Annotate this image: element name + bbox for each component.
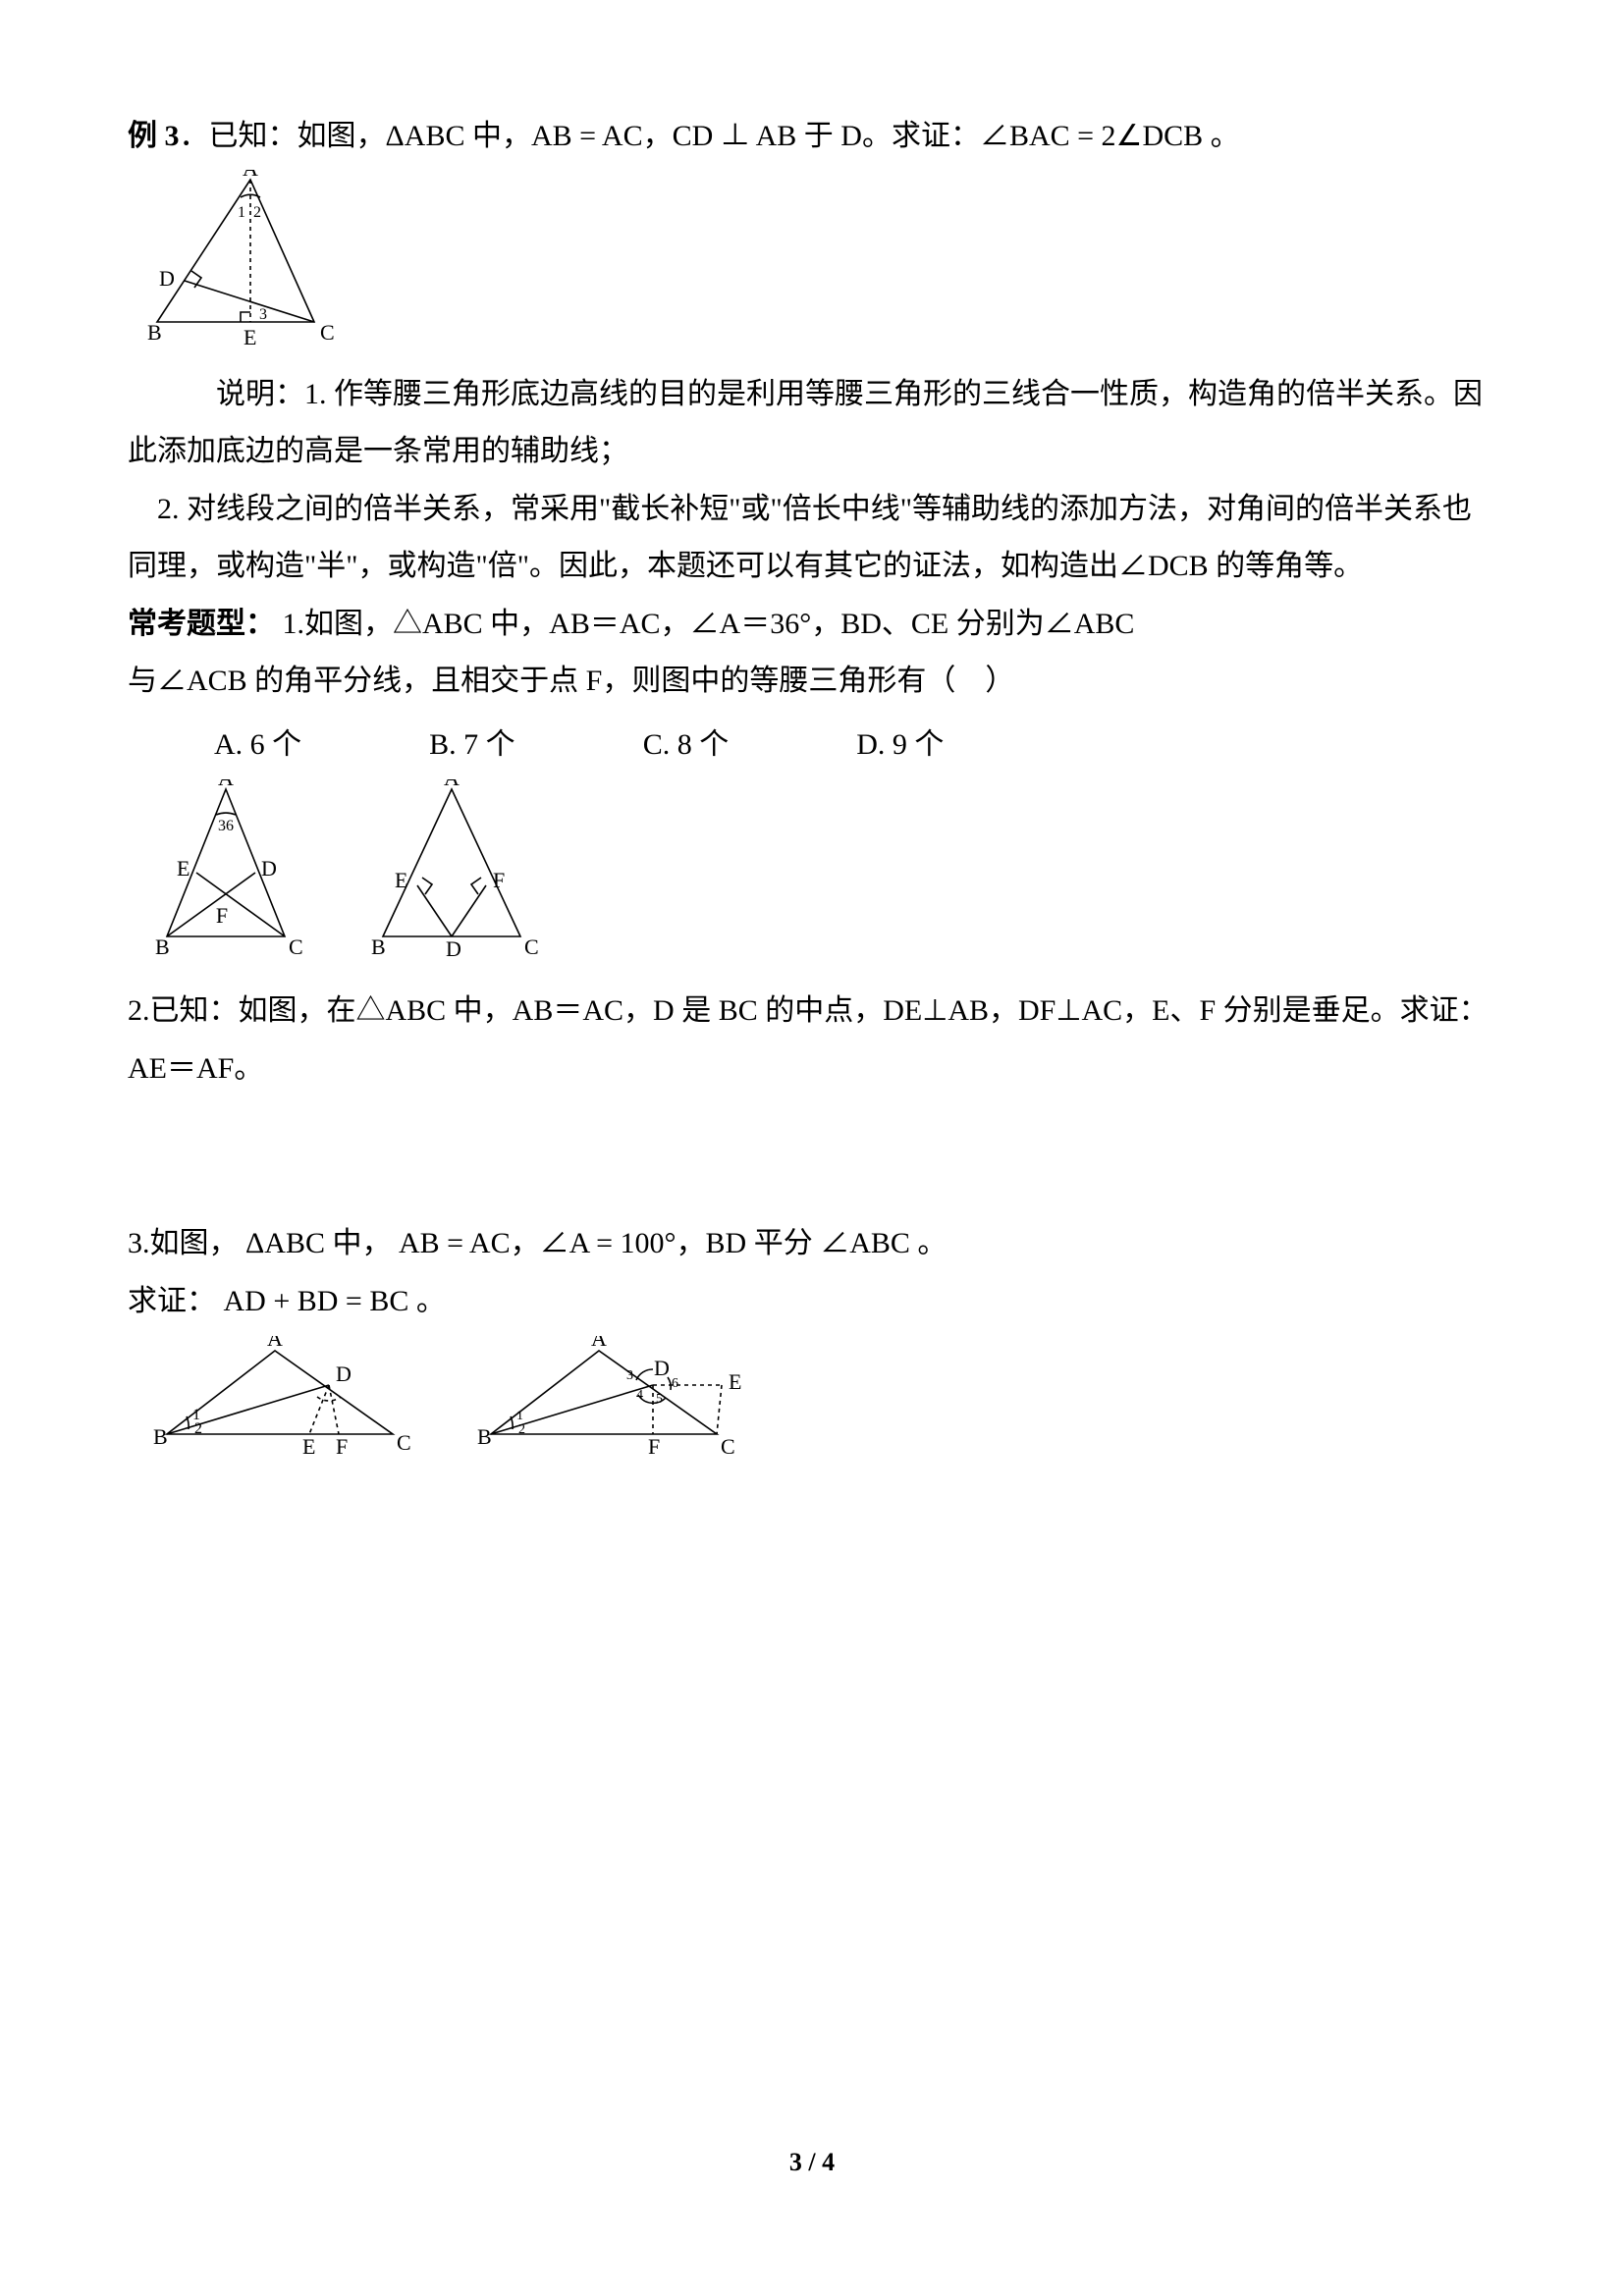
svg-text:B: B <box>147 320 162 345</box>
q3-line2: 求证： AD + BD = BC 。 <box>128 1273 1496 1331</box>
cktx-q1a: 1.如图，△ABC 中，AB＝AC，∠A＝36°，BD、CE 分别为∠ABC <box>275 608 1134 640</box>
svg-text:A: A <box>444 779 460 790</box>
svg-text:1: 1 <box>238 204 245 221</box>
svg-text:E: E <box>244 325 256 349</box>
example3-label: 例 3 <box>128 120 180 152</box>
figures-q1-q2: A B C E D F 36 A B C <box>128 779 1496 971</box>
svg-text:1: 1 <box>516 1409 523 1423</box>
figure-ex3: A B C D E 1 2 3 <box>128 170 1496 366</box>
note2: 2. 对线段之间的倍半关系，常采用"截长补短"或"倍长中线"等辅助线的添加方法，… <box>128 481 1496 596</box>
svg-text:F: F <box>216 903 228 928</box>
svg-text:3: 3 <box>259 306 267 323</box>
page: 例 3．已知：如图，ΔABC 中，AB = AC，CD ⊥ AB 于 D。求证：… <box>0 0 1624 2296</box>
svg-text:C: C <box>397 1430 411 1455</box>
svg-text:B: B <box>155 934 170 959</box>
svg-text:A: A <box>218 779 234 790</box>
svg-text:4: 4 <box>636 1388 643 1403</box>
example3-body: ．已知：如图，ΔABC 中，AB = AC，CD ⊥ AB 于 D。求证：∠BA… <box>180 120 1240 152</box>
figures-q3: A B C D E F 1 2 <box>128 1336 1496 1468</box>
note1-lead: 说明：1. <box>216 378 334 410</box>
svg-text:B: B <box>371 934 386 959</box>
svg-text:6: 6 <box>672 1376 678 1391</box>
svg-text:B: B <box>477 1424 492 1449</box>
q2-text: 2.已知：如图，在△ABC 中，AB＝AC，D 是 BC 的中点，DE⊥AB，D… <box>128 983 1496 1097</box>
option-c: C. 8 个 <box>643 717 730 774</box>
svg-text:2: 2 <box>253 204 261 221</box>
svg-text:E: E <box>729 1369 741 1394</box>
svg-text:E: E <box>395 868 407 892</box>
option-d: D. 9 个 <box>856 717 944 774</box>
svg-text:D: D <box>159 266 175 291</box>
svg-text:36: 36 <box>218 818 234 834</box>
option-b: B. 7 个 <box>429 717 515 774</box>
cktx-line1: 常考题型： 1.如图，△ABC 中，AB＝AC，∠A＝36°，BD、CE 分别为… <box>128 596 1496 654</box>
cktx-label: 常考题型： <box>128 608 275 640</box>
svg-text:A: A <box>243 170 258 181</box>
options-row: A. 6 个 B. 7 个 C. 8 个 D. 9 个 <box>128 717 1496 774</box>
page-footer: 3 / 4 <box>0 2138 1624 2188</box>
svg-text:5: 5 <box>656 1392 663 1407</box>
svg-text:A: A <box>267 1336 283 1351</box>
svg-text:F: F <box>648 1434 660 1459</box>
page-sep: / <box>802 2148 822 2176</box>
svg-text:E: E <box>177 856 189 881</box>
svg-text:C: C <box>320 320 335 345</box>
cktx-line2: 与∠ACB 的角平分线，且相交于点 F，则图中的等腰三角形有（ ） <box>128 653 1496 711</box>
svg-text:F: F <box>336 1434 348 1459</box>
svg-text:C: C <box>524 934 539 959</box>
spacer <box>128 1097 1496 1215</box>
diagram-q1: A B C E D F 36 <box>147 779 324 971</box>
svg-text:E: E <box>302 1434 315 1459</box>
svg-text:B: B <box>153 1424 168 1449</box>
svg-text:D: D <box>654 1356 670 1380</box>
svg-text:F: F <box>493 868 505 892</box>
svg-text:D: D <box>336 1362 352 1386</box>
svg-text:D: D <box>261 856 277 881</box>
svg-text:2: 2 <box>194 1420 202 1437</box>
svg-text:3: 3 <box>626 1368 633 1383</box>
note1: 说明：1. 作等腰三角形底边高线的目的是利用等腰三角形的三线合一性质，构造角的倍… <box>128 366 1496 481</box>
svg-text:A: A <box>591 1336 607 1351</box>
diagram-q2: A B C D E F <box>363 779 560 971</box>
svg-text:D: D <box>446 936 461 961</box>
option-a: A. 6 个 <box>214 717 301 774</box>
diagram-q3-right: A B C D E F 1 2 3 4 5 6 <box>471 1336 766 1468</box>
svg-text:2: 2 <box>518 1422 525 1437</box>
example3-line: 例 3．已知：如图，ΔABC 中，AB = AC，CD ⊥ AB 于 D。求证：… <box>128 108 1496 166</box>
diagram-ex3: A B C D E 1 2 3 <box>137 170 363 366</box>
svg-text:C: C <box>721 1434 735 1459</box>
page-number: 3 <box>789 2148 802 2176</box>
diagram-q3-left: A B C D E F 1 2 <box>147 1336 432 1468</box>
svg-text:C: C <box>289 934 303 959</box>
page-total: 4 <box>822 2148 835 2176</box>
q3-line1: 3.如图， ΔABC 中， AB = AC，∠A = 100°，BD 平分 ∠A… <box>128 1215 1496 1273</box>
